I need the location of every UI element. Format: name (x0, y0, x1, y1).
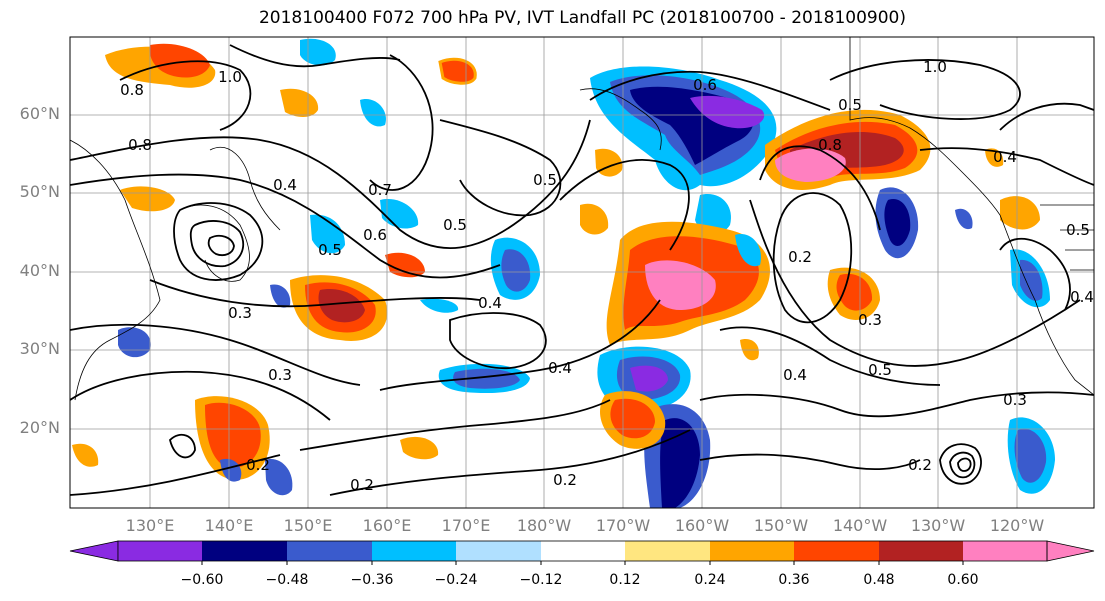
lat-label: 40°N (19, 261, 60, 280)
colorbar-tick-label: 0.60 (947, 572, 979, 588)
contour-label: 0.3 (1003, 391, 1027, 409)
colorbar-bin (963, 541, 1047, 561)
lon-label: 150°W (753, 516, 809, 535)
contour-label: 0.2 (246, 456, 270, 474)
colorbar-extend-min (69, 540, 119, 562)
contour-label: 0.6 (363, 226, 387, 244)
colorbar-bin (456, 541, 541, 561)
lat-label: 50°N (19, 182, 60, 201)
colorbar-tick-label: −0.24 (434, 572, 478, 588)
colorbar-bin (202, 541, 287, 561)
colorbar (69, 540, 1095, 565)
contour-labels: 0.8 1.0 0.8 0.4 0.3 0.2 0.2 0.5 0.6 0.7 … (120, 58, 1094, 494)
contour-label: 0.4 (783, 366, 807, 384)
figure-title: 2018100400 F072 700 hPa PV, IVT Landfall… (258, 8, 906, 28)
contour-label: 1.0 (218, 68, 242, 86)
contour-label: 0.4 (1070, 288, 1094, 306)
lat-label: 30°N (19, 339, 60, 358)
contour-label: 0.4 (273, 176, 297, 194)
lon-label: 150°E (283, 516, 333, 535)
contour-label: 0.7 (368, 181, 392, 199)
lat-label: 60°N (19, 104, 60, 123)
colorbar-tick-label: −0.12 (519, 572, 563, 588)
colorbar-tick-label: 0.12 (609, 572, 641, 588)
contour-label: 0.2 (788, 248, 812, 266)
lon-label: 170°E (441, 516, 491, 535)
lon-label: 160°E (362, 516, 412, 535)
pv-shading (72, 38, 1055, 508)
colorbar-extend-max (1046, 540, 1095, 562)
contour-label: 0.2 (908, 456, 932, 474)
contour-label: 0.5 (838, 96, 862, 114)
contour-label: 0.4 (993, 148, 1017, 166)
contour-label: 1.0 (923, 58, 947, 76)
contour-label: 0.2 (553, 471, 577, 489)
colorbar-tick-label: −0.36 (350, 572, 394, 588)
colorbar-bin (118, 541, 202, 561)
colorbar-bin (287, 541, 372, 561)
contour-label: 0.3 (858, 311, 882, 329)
contour-label: 0.5 (868, 361, 892, 379)
map-frame (69, 36, 1095, 509)
lon-label: 140°E (204, 516, 254, 535)
colorbar-tick-label: −0.48 (265, 572, 309, 588)
lon-label: 130°W (910, 516, 966, 535)
colorbar-bin (372, 541, 456, 561)
graticule (70, 37, 1094, 508)
lon-label: 180°W (516, 516, 572, 535)
colorbar-tick-label: 0.24 (694, 572, 726, 588)
lat-label: 20°N (19, 418, 60, 437)
lon-label: 160°W (674, 516, 730, 535)
contour-label: 0.8 (128, 136, 152, 154)
contour-label: 0.3 (228, 304, 252, 322)
contour-label: 0.5 (443, 216, 467, 234)
lon-label: 120°W (989, 516, 1045, 535)
contour-label: 0.5 (533, 171, 557, 189)
contour-label: 0.3 (268, 366, 292, 384)
map-panel: 0.8 1.0 0.8 0.4 0.3 0.2 0.2 0.5 0.6 0.7 … (70, 37, 1094, 508)
lon-label: 170°W (595, 516, 651, 535)
colorbar-bin (879, 541, 963, 561)
colorbar-tick-label: −0.60 (180, 572, 224, 588)
colorbar-tick-label: 0.48 (863, 572, 895, 588)
contour-label: 0.8 (120, 81, 144, 99)
contour-label: 0.2 (350, 476, 374, 494)
contour-label: 0.5 (1066, 221, 1090, 239)
contour-label: 0.5 (318, 241, 342, 259)
contour-label: 0.8 (818, 136, 842, 154)
lon-label: 140°W (832, 516, 888, 535)
colorbar-bin (794, 541, 879, 561)
lon-label: 130°E (125, 516, 175, 535)
colorbar-bin (541, 541, 625, 561)
contour-label: 0.4 (548, 359, 572, 377)
contour-label: 0.4 (478, 294, 502, 312)
colorbar-tick-label: 0.36 (778, 572, 810, 588)
coastlines (70, 37, 1094, 401)
pv-contours (70, 44, 1094, 496)
colorbar-bin (710, 541, 794, 561)
contour-label: 0.6 (693, 76, 717, 94)
colorbar-bin (625, 541, 710, 561)
